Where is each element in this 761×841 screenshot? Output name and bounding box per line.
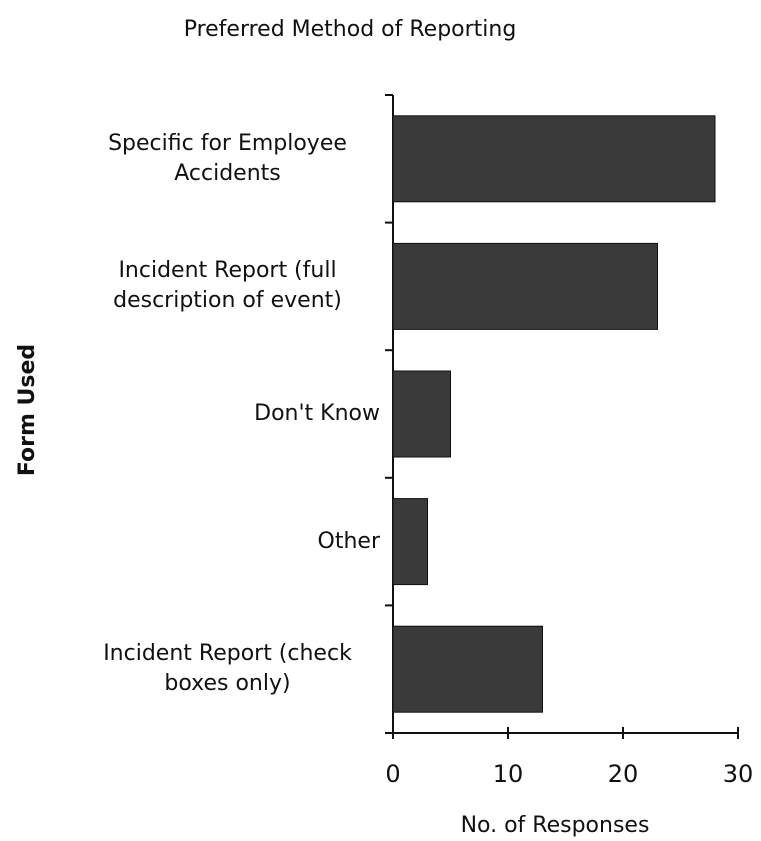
bar bbox=[392, 498, 428, 586]
bar bbox=[392, 242, 658, 330]
category-label-box: Don't Know bbox=[20, 374, 380, 454]
category-label-box: Other bbox=[20, 502, 380, 582]
x-tick-label: 10 bbox=[493, 760, 524, 788]
y-tick-label: Incident Report (full description of eve… bbox=[113, 258, 342, 314]
bar bbox=[392, 370, 451, 458]
y-tick-label: Other bbox=[317, 528, 380, 554]
bar bbox=[392, 115, 716, 203]
y-axis-label: Form Used bbox=[15, 344, 40, 476]
y-tick-label: Incident Report (check boxes only) bbox=[103, 641, 352, 697]
x-tick-label: 0 bbox=[385, 760, 400, 788]
category-label-box: Incident Report (full description of eve… bbox=[20, 246, 380, 326]
y-tick-label: Don't Know bbox=[254, 401, 380, 426]
category-label-box: Incident Report (check boxes only) bbox=[20, 629, 380, 709]
bar bbox=[392, 625, 543, 713]
x-axis-label: No. of Responses bbox=[461, 813, 650, 838]
x-tick-label: 20 bbox=[608, 760, 639, 788]
x-tick-label: 30 bbox=[723, 760, 754, 788]
y-tick-label: Specific for Employee Accidents bbox=[108, 130, 347, 186]
chart-title: Preferred Method of Reporting bbox=[184, 17, 517, 42]
category-label-box: Specific for Employee Accidents bbox=[20, 119, 380, 199]
